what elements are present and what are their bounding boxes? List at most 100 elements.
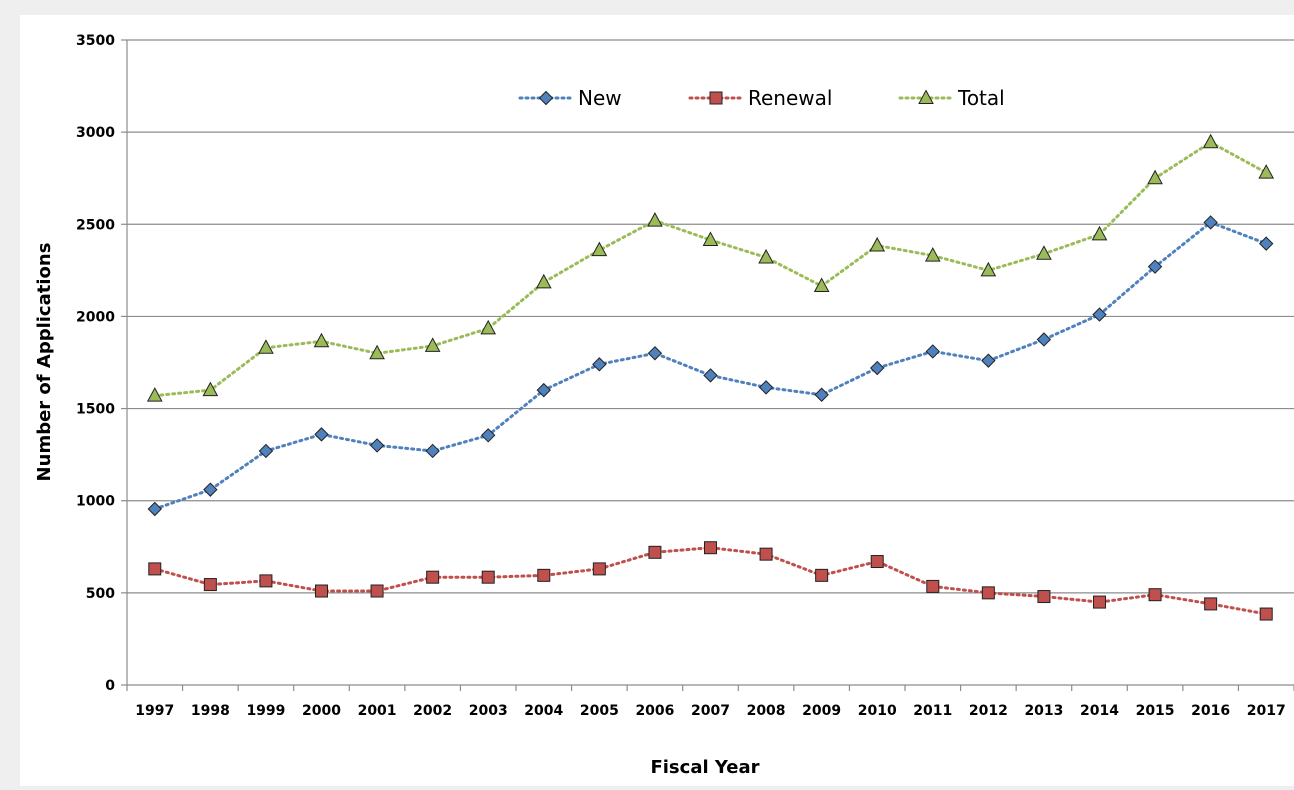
- legend: New Renewal Total: [518, 86, 1005, 110]
- data-point-renewal-1999: [259, 574, 273, 588]
- data-point-renewal-2012: [981, 586, 995, 600]
- x-tick-label-1997: 1997: [135, 703, 174, 719]
- data-point-total-2011: [924, 247, 941, 262]
- data-point-new-2016: [1203, 215, 1218, 230]
- data-point-renewal-2014: [1093, 595, 1106, 609]
- data-point-total-2001: [369, 344, 385, 360]
- data-point-renewal-2007: [704, 541, 717, 555]
- data-point-total-2004: [535, 273, 552, 289]
- data-point-new-2012: [981, 353, 996, 368]
- data-point-new-2009: [814, 387, 829, 402]
- data-point-total-1998: [202, 381, 219, 397]
- data-point-new-2010: [870, 360, 885, 376]
- x-tick-label-2002: 2002: [413, 703, 452, 719]
- data-point-total-2003: [480, 319, 497, 335]
- data-point-new-2002: [425, 443, 440, 459]
- series-group: [146, 133, 1275, 621]
- y-tick-label-3000: 3000: [76, 125, 115, 141]
- data-point-renewal-1998: [203, 578, 217, 592]
- data-point-new-1997: [147, 501, 162, 517]
- x-tick-label-2015: 2015: [1136, 703, 1175, 719]
- data-point-renewal-2001: [370, 584, 384, 598]
- data-point-new-2007: [703, 368, 718, 383]
- data-point-new-2011: [925, 344, 940, 359]
- x-tick-label-2014: 2014: [1080, 703, 1119, 719]
- data-point-new-2013: [1036, 332, 1052, 347]
- x-tick-label-1999: 1999: [246, 703, 285, 719]
- data-point-total-2007: [702, 231, 719, 246]
- series-line-new: [153, 220, 1268, 511]
- data-point-total-1997: [146, 387, 163, 402]
- x-tick-label-2010: 2010: [858, 703, 897, 719]
- legend-label-new: New: [578, 86, 622, 110]
- data-point-total-2012: [980, 261, 997, 277]
- x-tick-label-2001: 2001: [358, 703, 397, 719]
- data-point-renewal-2017: [1259, 607, 1273, 621]
- legend-label-total: Total: [957, 86, 1005, 110]
- y-axis-title: Number of Applications: [34, 243, 55, 482]
- legend-marker-total: [918, 89, 934, 104]
- data-point-renewal-2000: [315, 584, 328, 598]
- y-tick-label-3500: 3500: [76, 33, 115, 49]
- data-point-total-2000: [313, 332, 330, 348]
- x-tick-label-2013: 2013: [1024, 703, 1063, 719]
- y-tick-label-500: 500: [86, 586, 115, 602]
- x-tick-label-2011: 2011: [913, 703, 952, 719]
- x-tick-label-1998: 1998: [191, 703, 230, 719]
- data-point-renewal-2016: [1204, 597, 1218, 611]
- legend-item-renewal: Renewal: [688, 86, 832, 110]
- data-point-total-2002: [424, 337, 441, 352]
- data-point-renewal-2013: [1037, 590, 1051, 604]
- data-point-new-2005: [592, 357, 607, 372]
- data-point-new-2014: [1092, 307, 1107, 322]
- x-tick-label-2006: 2006: [635, 703, 674, 719]
- data-point-new-2006: [647, 346, 663, 361]
- data-point-renewal-2004: [537, 568, 551, 582]
- data-point-renewal-2002: [426, 570, 440, 584]
- data-point-total-2017: [1258, 164, 1275, 179]
- data-point-total-2010: [869, 236, 886, 252]
- x-tick-label-2005: 2005: [580, 703, 619, 719]
- data-point-total-1999: [258, 339, 274, 354]
- data-point-total-2014: [1091, 225, 1108, 241]
- gridlines: [127, 39, 1294, 594]
- data-point-total-2008: [758, 248, 774, 264]
- legend-item-new: New: [518, 86, 622, 110]
- legend-item-total: Total: [898, 86, 1005, 110]
- data-point-total-2009: [813, 277, 830, 293]
- y-tick-label-1000: 1000: [76, 494, 115, 510]
- data-point-renewal-2008: [759, 547, 773, 561]
- legend-marker-renewal: [709, 91, 723, 105]
- data-point-renewal-2011: [926, 579, 940, 593]
- series-renewal: [148, 541, 1273, 621]
- data-point-new-2001: [369, 438, 385, 453]
- data-point-new-2017: [1259, 236, 1274, 251]
- x-tick-label-2009: 2009: [802, 703, 841, 719]
- x-axis-title: Fiscal Year: [650, 757, 759, 778]
- series-new: [147, 215, 1274, 517]
- data-point-new-2000: [314, 427, 329, 442]
- x-tick-label-2004: 2004: [524, 703, 563, 719]
- x-tick-label-2007: 2007: [691, 703, 730, 719]
- series-total: [146, 133, 1275, 402]
- y-tick-label-2000: 2000: [76, 309, 115, 325]
- y-tick-label-2500: 2500: [76, 217, 115, 233]
- x-tick-label-2012: 2012: [969, 703, 1008, 719]
- chart-background: [20, 15, 1294, 786]
- data-point-new-2008: [758, 380, 774, 395]
- x-tick-label-2003: 2003: [469, 703, 508, 719]
- data-point-renewal-2006: [648, 545, 662, 559]
- x-tick-label-2017: 2017: [1247, 703, 1286, 719]
- axes: [121, 39, 1294, 691]
- data-point-new-1998: [203, 482, 218, 497]
- data-point-total-2006: [647, 212, 663, 227]
- data-point-renewal-2009: [815, 568, 829, 582]
- data-point-new-1999: [258, 443, 274, 459]
- x-tick-label-2016: 2016: [1191, 703, 1230, 719]
- data-point-renewal-2015: [1148, 588, 1162, 602]
- y-tick-labels: 0 500 1000 1500 2000 2500 3000 3500: [76, 33, 115, 694]
- data-point-new-2003: [481, 428, 496, 443]
- data-point-renewal-2003: [481, 570, 495, 584]
